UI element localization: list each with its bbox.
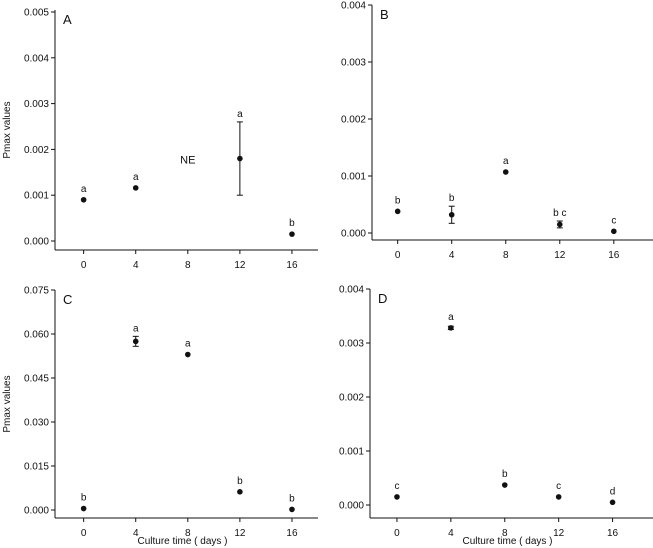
group-letter: b: [289, 218, 295, 229]
group-letter: a: [185, 339, 191, 350]
y-tick-label: 0.001: [24, 191, 49, 202]
y-tick-label: 0.003: [341, 58, 366, 69]
data-point: [394, 208, 401, 215]
y-axis-label: Pmax values: [2, 375, 13, 432]
group-letter: b: [237, 476, 243, 487]
y-tick-label: 0.045: [24, 374, 49, 385]
group-letter: a: [237, 109, 243, 120]
panel-c: 0.000 0.015 0.030 0.045 0.060 0.075 0 4 8 12 16 C Pm…: [2, 286, 318, 547]
y-tick-label: 0.075: [24, 286, 49, 297]
data-point: [132, 338, 139, 345]
x-tick-label: 8: [185, 260, 191, 271]
y-axis-label: Pmax values: [2, 101, 13, 158]
y-tick-label: 0.000: [341, 229, 366, 240]
data-point: [237, 155, 243, 162]
y-tick-label: 0.002: [341, 115, 366, 126]
group-letter: c: [394, 481, 399, 492]
annotation: NE: [180, 154, 195, 166]
panel-label: A: [63, 12, 72, 27]
data-point: [80, 505, 87, 512]
y-tick-label: 0.001: [341, 172, 366, 183]
x-tick-label: 8: [503, 250, 509, 261]
panel-label: C: [63, 292, 72, 307]
group-letter: a: [503, 156, 509, 167]
group-letter: a: [81, 184, 87, 195]
y-tick-label: 0.030: [24, 418, 49, 429]
x-tick-label: 8: [502, 528, 508, 539]
group-letter: a: [448, 312, 454, 323]
data-point: [237, 489, 243, 495]
y-tick-label: 0.005: [24, 8, 49, 19]
group-letter: a: [133, 172, 139, 183]
x-tick-label: 8: [185, 528, 191, 539]
x-tick-label: 16: [286, 260, 298, 271]
group-letter: b: [449, 193, 455, 204]
x-tick-label: 0: [395, 250, 401, 261]
data-point: [609, 499, 616, 506]
data-point: [289, 231, 295, 237]
y-tick-label: 0.000: [24, 506, 49, 517]
y-tick-label: 0.003: [339, 339, 364, 350]
group-letter: a: [133, 323, 139, 334]
y-tick-label: 0.000: [24, 237, 49, 248]
x-tick-label: 12: [234, 528, 246, 539]
data-point: [185, 351, 191, 358]
group-letter: b: [395, 195, 401, 206]
data-point: [132, 185, 139, 191]
x-axis-label: Culture time ( days ): [462, 536, 552, 547]
panel-label: D: [378, 291, 387, 306]
x-tick-label: 0: [394, 528, 400, 539]
x-axis-label: Culture time ( days ): [137, 536, 227, 547]
x-tick-label: 4: [133, 260, 139, 271]
x-tick-label: 16: [286, 528, 298, 539]
group-letter: b: [502, 469, 508, 480]
y-tick-label: 0.004: [24, 53, 49, 64]
group-letter: d: [610, 486, 616, 497]
group-letter: c: [556, 481, 561, 492]
y-tick-label: 0.060: [24, 330, 49, 341]
y-tick-label: 0.015: [24, 462, 49, 473]
group-letter: b c: [553, 208, 566, 219]
panel-d: 0.000 0.001 0.002 0.003 0.004 0 4 8 12 16 D Culture…: [339, 285, 653, 547]
x-tick-label: 12: [234, 260, 246, 271]
y-tick-label: 0.003: [24, 99, 49, 110]
x-tick-label: 12: [554, 250, 566, 261]
y-tick-label: 0.001: [339, 447, 364, 458]
group-letter: b: [81, 493, 87, 504]
x-tick-label: 16: [608, 250, 620, 261]
data-point: [502, 169, 509, 175]
y-tick-label: 0.002: [24, 145, 49, 156]
panel-b: 0.000 0.001 0.002 0.003 0.004 0 4 8 12 16 Bb b a b c c: [341, 1, 653, 261]
data-point: [555, 494, 562, 500]
data-point: [80, 196, 87, 203]
y-tick-label: 0.002: [339, 393, 364, 404]
x-tick-label: 4: [448, 528, 454, 539]
group-letter: c: [611, 215, 616, 226]
data-point: [611, 228, 617, 235]
x-tick-label: 0: [81, 528, 87, 539]
x-tick-label: 4: [133, 528, 139, 539]
x-tick-label: 0: [81, 260, 87, 271]
data-point: [448, 211, 455, 218]
data-point: [448, 325, 454, 331]
data-point: [501, 482, 508, 488]
x-tick-label: 12: [553, 528, 565, 539]
data-point: [394, 494, 400, 500]
x-tick-label: 4: [449, 250, 455, 261]
y-tick-label: 0.000: [339, 501, 364, 512]
data-point: [556, 221, 563, 228]
panel-label: B: [380, 7, 389, 22]
group-letter: b: [289, 493, 295, 504]
x-tick-label: 16: [607, 528, 619, 539]
y-tick-label: 0.004: [341, 1, 366, 12]
data-point: [289, 506, 295, 513]
panel-a: 0.000 0.001 0.002 0.003 0.004 0.005 0 4 8 12 16 A Pm…: [2, 8, 318, 271]
y-tick-label: 0.004: [339, 285, 364, 296]
